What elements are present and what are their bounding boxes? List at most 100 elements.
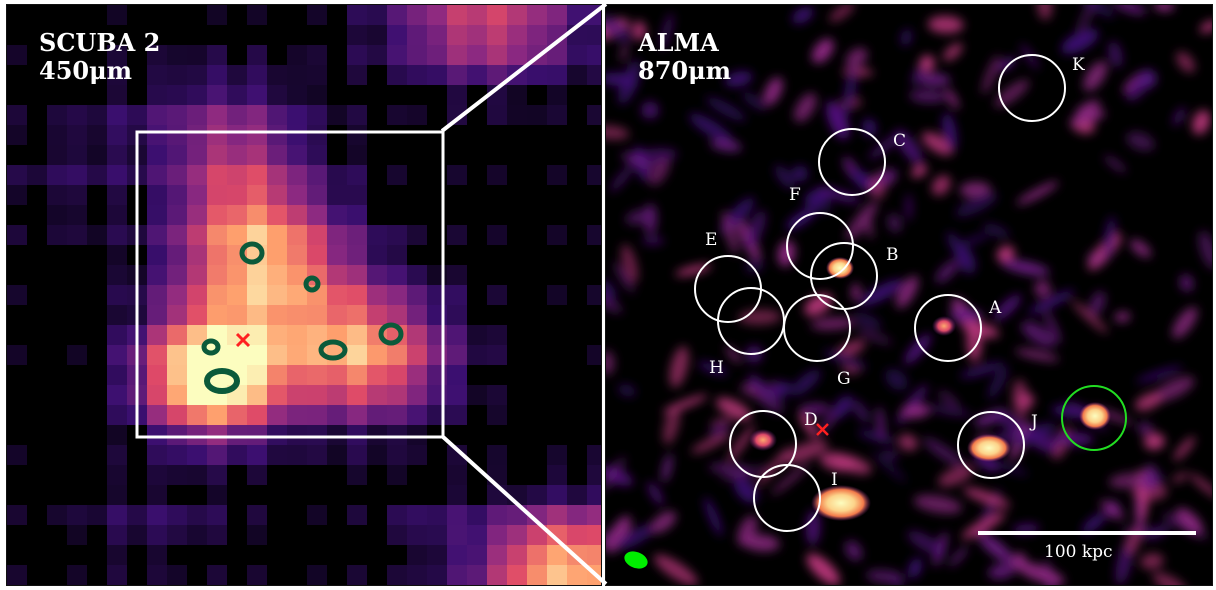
map-pixel — [207, 505, 227, 525]
map-pixel — [67, 165, 87, 185]
noise-feature — [799, 412, 819, 439]
map-pixel — [247, 525, 267, 545]
noise-feature — [895, 129, 923, 165]
noise-feature — [708, 463, 752, 475]
map-pixel — [407, 105, 427, 125]
source-label-G: G — [837, 369, 851, 389]
noise-feature — [617, 384, 636, 397]
map-pixel — [187, 125, 207, 145]
noise-feature — [931, 175, 951, 196]
map-pixel — [147, 145, 167, 165]
map-pixel — [267, 225, 287, 245]
map-pixel — [147, 225, 167, 245]
map-pixel — [147, 85, 167, 105]
map-pixel — [407, 225, 427, 245]
map-pixel — [587, 445, 601, 465]
noise-feature — [1189, 473, 1212, 499]
map-pixel — [487, 85, 507, 105]
map-pixel — [147, 505, 167, 525]
map-pixel — [347, 405, 367, 425]
noise-feature — [733, 477, 759, 504]
map-pixel — [147, 425, 167, 445]
contour — [303, 275, 321, 293]
noise-feature — [955, 245, 976, 274]
map-pixel — [227, 65, 247, 85]
map-pixel — [387, 245, 407, 265]
noise-feature — [1078, 5, 1115, 18]
noise-feature — [669, 346, 689, 388]
noise-feature — [949, 546, 968, 567]
map-pixel — [587, 545, 601, 565]
map-pixel — [487, 45, 507, 65]
map-pixel — [427, 565, 447, 585]
noise-feature — [621, 244, 639, 284]
noise-feature — [724, 71, 753, 87]
map-pixel — [307, 445, 327, 465]
map-pixel — [187, 105, 207, 125]
noise-feature — [1087, 251, 1105, 267]
map-pixel — [107, 305, 127, 325]
noise-feature — [859, 279, 904, 306]
noise-feature — [865, 569, 904, 584]
map-pixel — [107, 445, 127, 465]
map-pixel — [347, 105, 367, 125]
noise-feature — [620, 42, 628, 63]
map-pixel — [287, 385, 307, 405]
noise-feature — [908, 557, 923, 579]
map-pixel — [147, 465, 167, 485]
noise-feature — [1001, 259, 1050, 276]
map-pixel — [387, 105, 407, 125]
map-pixel — [187, 385, 207, 405]
map-pixel — [207, 565, 227, 585]
map-pixel — [367, 305, 387, 325]
map-pixel — [47, 205, 67, 225]
noise-feature — [1043, 308, 1062, 344]
contour — [378, 322, 404, 346]
map-pixel — [547, 285, 567, 305]
map-pixel — [167, 165, 187, 185]
map-pixel — [227, 445, 247, 465]
map-pixel — [527, 25, 547, 45]
map-pixel — [347, 25, 367, 45]
map-pixel — [327, 165, 347, 185]
map-pixel — [547, 45, 567, 65]
map-pixel — [387, 225, 407, 245]
noise-feature — [926, 404, 972, 417]
map-pixel — [267, 285, 287, 305]
map-pixel — [147, 105, 167, 125]
map-pixel — [327, 285, 347, 305]
map-pixel — [187, 265, 207, 285]
noise-feature — [691, 432, 731, 454]
noise-feature — [791, 369, 821, 396]
noise-feature — [1076, 5, 1101, 36]
map-pixel — [467, 385, 487, 405]
noise-feature — [745, 258, 764, 273]
noise-feature — [963, 487, 1011, 508]
noise-feature — [689, 113, 733, 143]
map-pixel — [327, 105, 347, 125]
map-pixel — [527, 5, 547, 25]
map-pixel — [87, 145, 107, 165]
map-pixel — [487, 65, 507, 85]
map-pixel — [447, 505, 467, 525]
noise-feature — [904, 333, 932, 365]
map-pixel — [167, 505, 187, 525]
noise-feature — [642, 237, 664, 245]
noise-feature — [804, 293, 833, 316]
map-pixel — [567, 65, 587, 85]
noise-feature — [845, 47, 868, 69]
noise-feature — [887, 213, 902, 233]
map-pixel — [547, 105, 567, 125]
map-pixel — [107, 165, 127, 185]
map-pixel — [187, 505, 207, 525]
noise-feature — [996, 245, 1015, 263]
map-pixel — [367, 365, 387, 385]
noise-feature — [1016, 181, 1059, 205]
map-pixel — [367, 405, 387, 425]
map-pixel — [7, 445, 27, 465]
map-pixel — [327, 205, 347, 225]
map-pixel — [7, 565, 27, 585]
map-pixel — [127, 525, 147, 545]
centroid-marker — [235, 332, 251, 348]
source-label-F: F — [789, 185, 801, 205]
